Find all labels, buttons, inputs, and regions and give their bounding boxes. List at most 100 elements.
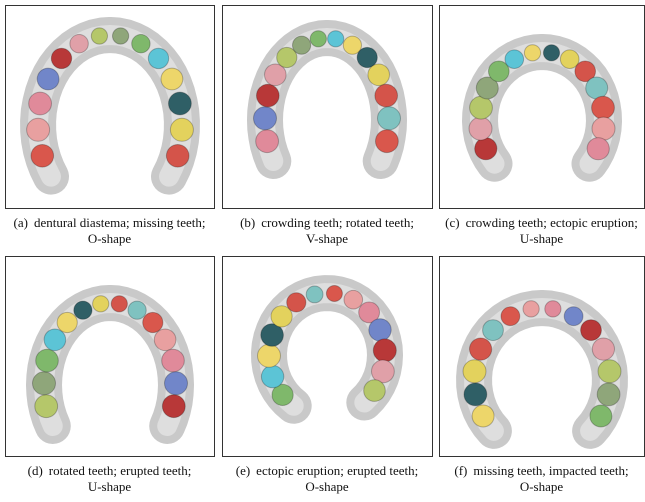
caption-text: O-shape (305, 479, 349, 494)
tooth (57, 312, 77, 332)
tooth (51, 48, 71, 68)
tooth (373, 339, 396, 362)
tooth (162, 349, 185, 372)
caption-label: (d) (28, 463, 43, 478)
tooth (310, 31, 326, 47)
tooth (257, 84, 280, 107)
tooth (597, 383, 620, 406)
tooth (376, 130, 399, 153)
tooth (501, 307, 520, 326)
tooth (44, 329, 66, 351)
caption-text: V-shape (306, 231, 348, 246)
tooth (154, 329, 176, 351)
tooth (258, 344, 281, 367)
caption-line: (e) ectopic eruption; erupted teeth; (236, 463, 419, 478)
tooth (369, 319, 391, 341)
caption-text: U-shape (88, 479, 132, 494)
caption-line: (c) crowding teeth; ectopic eruption; (445, 215, 638, 230)
tooth (70, 35, 88, 53)
tooth (464, 383, 487, 406)
tooth (375, 84, 398, 107)
caption-text: O-shape (88, 231, 132, 246)
caption-text: crowding teeth; rotated teeth; (261, 215, 414, 230)
tooth (33, 372, 56, 395)
tooth (161, 68, 183, 90)
tooth (524, 45, 540, 61)
tooth (564, 307, 583, 326)
tooth (162, 395, 185, 418)
caption-label: (b) (240, 215, 255, 230)
caption-line: (b) crowding teeth; rotated teeth; (240, 215, 414, 230)
caption-label: (f) (454, 463, 467, 478)
panel: (c) crowding teeth; ectopic eruption;U-sh… (440, 6, 645, 247)
tooth (592, 338, 614, 360)
caption-text: rotated teeth; erupted teeth; (49, 463, 192, 478)
panel: (e) ectopic eruption; erupted teeth;O-sha… (223, 257, 433, 495)
tooth (523, 301, 539, 317)
tooth (545, 301, 561, 317)
tooth (31, 145, 54, 168)
tooth (598, 360, 621, 383)
caption-line: (f) missing teeth, impacted teeth; (454, 463, 628, 478)
caption-text: crowding teeth; ectopic eruption; (466, 215, 638, 230)
tooth (132, 35, 150, 53)
caption-text: dentural diastema; missing teeth; (34, 215, 206, 230)
tooth (378, 107, 401, 130)
caption-text: ectopic eruption; erupted teeth; (256, 463, 418, 478)
tooth (143, 312, 163, 332)
panel: (f) missing teeth, impacted teeth;O-shape (440, 257, 645, 495)
tooth (166, 145, 189, 168)
tooth (287, 293, 306, 312)
tooth (93, 296, 109, 312)
panel: (a) dentural diastema; missing teeth;O-sh… (6, 6, 215, 247)
tooth (113, 28, 129, 44)
tooth (505, 50, 524, 69)
tooth (463, 360, 486, 383)
tooth (148, 48, 168, 68)
tooth (326, 286, 342, 302)
tooth (36, 349, 59, 372)
caption-text: missing teeth, impacted teeth; (473, 463, 628, 478)
tooth (472, 405, 494, 427)
panel: (b) crowding teeth; rotated teeth;V-shape (223, 6, 433, 247)
tooth (344, 290, 363, 309)
tooth (254, 107, 277, 130)
tooth (368, 64, 390, 86)
tooth (261, 365, 283, 387)
tooth (470, 338, 492, 360)
tooth (581, 320, 602, 341)
panel: (d) rotated teeth; erupted teeth;U-shape (6, 257, 215, 495)
tooth (165, 372, 188, 395)
tooth (364, 380, 386, 402)
tooth (306, 286, 323, 303)
tooth (35, 395, 58, 418)
tooth (475, 138, 497, 160)
tooth (169, 92, 192, 115)
tooth (37, 68, 59, 90)
tooth (483, 320, 504, 341)
tooth (293, 36, 311, 54)
figure: (a)dentural diastema; missing teeth;O-sh… (0, 0, 645, 502)
caption-text: O-shape (520, 479, 564, 494)
tooth (91, 28, 107, 44)
tooth (592, 96, 615, 119)
tooth (587, 138, 609, 160)
tooth (469, 117, 492, 140)
tooth (74, 301, 92, 319)
caption-line: (d) rotated teeth; erupted teeth; (28, 463, 192, 478)
tooth (590, 405, 612, 427)
tooth (128, 301, 146, 319)
tooth (586, 77, 608, 99)
caption-label: (e) (236, 463, 250, 478)
caption-text: U-shape (520, 231, 564, 246)
caption-label: (a) (14, 215, 28, 230)
tooth (328, 31, 344, 47)
tooth (543, 45, 559, 61)
tooth (592, 117, 615, 140)
tooth (170, 118, 193, 141)
tooth (470, 96, 493, 119)
caption-line: (a) dentural diastema; missing teeth; (14, 215, 206, 230)
tooth (111, 296, 127, 312)
tooth (27, 118, 50, 141)
caption-label: (c) (445, 215, 459, 230)
